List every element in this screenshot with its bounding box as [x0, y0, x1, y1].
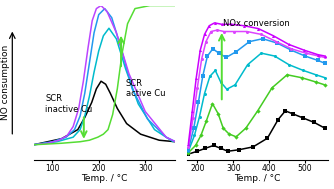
- Text: NOx conversion: NOx conversion: [223, 19, 290, 28]
- Text: SCR
active Cu: SCR active Cu: [126, 79, 165, 98]
- X-axis label: Temp. / °C: Temp. / °C: [81, 174, 128, 184]
- Text: SCR
inactive Cu: SCR inactive Cu: [45, 94, 93, 114]
- X-axis label: Temp. / °C: Temp. / °C: [234, 174, 281, 184]
- Text: NO consumption: NO consumption: [1, 45, 10, 120]
